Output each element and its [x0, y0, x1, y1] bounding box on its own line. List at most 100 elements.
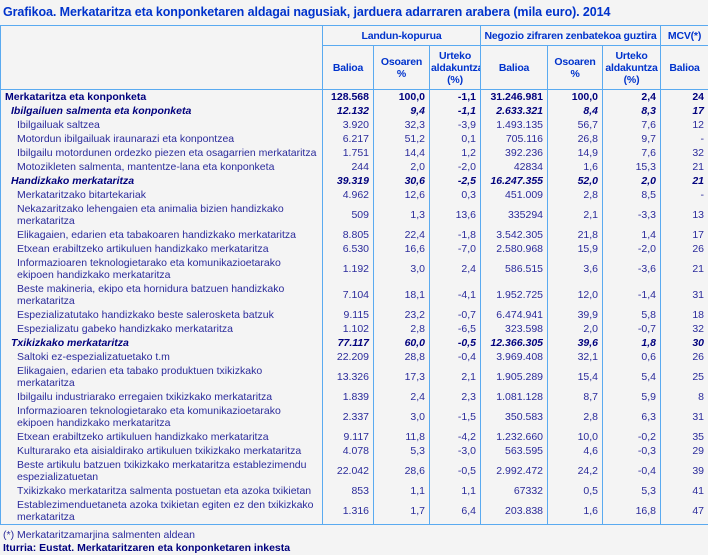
cell-value: 2,0 [374, 160, 430, 174]
cell-value: 52,0 [548, 174, 603, 188]
row-label: Nekazaritzako lehengaien eta animalia bi… [1, 202, 323, 228]
column-header-balioa-mcv: Balioa [661, 46, 708, 90]
cell-value: 5,3 [603, 484, 661, 498]
row-label: Informazioaren teknologietarako eta komu… [1, 256, 323, 282]
cell-value: 9,4 [374, 104, 430, 118]
cell-value: 41 [661, 484, 708, 498]
cell-value: 3,0 [374, 256, 430, 282]
cell-value: 2,8 [548, 188, 603, 202]
cell-value: 15,9 [548, 242, 603, 256]
header-group-row: Landun-kopurua Negozio zifraren zenbatek… [1, 26, 708, 46]
cell-value: -6,5 [430, 322, 481, 336]
cell-value: 2.337 [323, 404, 374, 430]
cell-value: 1,1 [374, 484, 430, 498]
cell-value: 29 [661, 444, 708, 458]
cell-value: 23,2 [374, 308, 430, 322]
cell-value: 2,4 [374, 390, 430, 404]
row-label: Merkataritza eta konponketa [1, 90, 323, 105]
cell-value: 17,3 [374, 364, 430, 390]
cell-value: -0,7 [603, 322, 661, 336]
cell-value: -1,5 [430, 404, 481, 430]
table-row: Ibilgailu motordunen ordezko piezen eta … [1, 146, 708, 160]
cell-value: 26 [661, 350, 708, 364]
cell-value: 32 [661, 322, 708, 336]
cell-value: 24,2 [548, 458, 603, 484]
cell-value: 451.009 [481, 188, 548, 202]
cell-value: 5,8 [603, 308, 661, 322]
table-row: Elikagaien, edarien eta tabako produktue… [1, 364, 708, 390]
cell-value: 563.595 [481, 444, 548, 458]
cell-value: -2,5 [430, 174, 481, 188]
row-label: Kulturarako eta aisialdirako artikuluen … [1, 444, 323, 458]
cell-value: 6,3 [603, 404, 661, 430]
cell-value: 16,6 [374, 242, 430, 256]
cell-value: 6.530 [323, 242, 374, 256]
table-row: Beste makineria, ekipo eta hornidura bat… [1, 282, 708, 308]
cell-value: 5,9 [603, 390, 661, 404]
cell-value: 14,4 [374, 146, 430, 160]
cell-value: -3,9 [430, 118, 481, 132]
statistics-table: Landun-kopurua Negozio zifraren zenbatek… [0, 25, 708, 525]
cell-value: 203.838 [481, 498, 548, 525]
cell-value: 9.115 [323, 308, 374, 322]
cell-value: 1,3 [374, 202, 430, 228]
cell-value: 22.209 [323, 350, 374, 364]
cell-value: -4,2 [430, 430, 481, 444]
cell-value: 100,0 [374, 90, 430, 105]
cell-value: 2,0 [603, 174, 661, 188]
row-label: Beste makineria, ekipo eta hornidura bat… [1, 282, 323, 308]
cell-value: -0,2 [603, 430, 661, 444]
cell-value: 2,8 [374, 322, 430, 336]
row-label: Txikizkako merkataritza [1, 336, 323, 350]
row-label: Merkataritzako bitartekariak [1, 188, 323, 202]
cell-value: 16.247.355 [481, 174, 548, 188]
table-row: Informazioaren teknologietarako eta komu… [1, 404, 708, 430]
cell-value: 30,6 [374, 174, 430, 188]
cell-value: -3,3 [603, 202, 661, 228]
cell-value: 350.583 [481, 404, 548, 430]
cell-value: 1.952.725 [481, 282, 548, 308]
cell-value: 18,1 [374, 282, 430, 308]
cell-value: 32,3 [374, 118, 430, 132]
cell-value: 28,8 [374, 350, 430, 364]
cell-value: - [661, 188, 708, 202]
cell-value: -0,5 [430, 336, 481, 350]
group-header-negozio-zifra: Negozio zifraren zenbatekoa guztira [481, 26, 661, 46]
cell-value: -2,0 [430, 160, 481, 174]
table-row: Etxean erabiltzeko artikuluen handizkako… [1, 242, 708, 256]
cell-value: 21 [661, 174, 708, 188]
cell-value: 22.042 [323, 458, 374, 484]
cell-value: 8,3 [603, 104, 661, 118]
cell-value: 2.580.968 [481, 242, 548, 256]
cell-value: 47 [661, 498, 708, 525]
cell-value: 13,6 [430, 202, 481, 228]
table-row: Etxean erabiltzeko artikuluen handizkako… [1, 430, 708, 444]
cell-value: 0,6 [603, 350, 661, 364]
cell-value: 8.805 [323, 228, 374, 242]
cell-value: -0,4 [430, 350, 481, 364]
cell-value: 7.104 [323, 282, 374, 308]
cell-value: 1.493.135 [481, 118, 548, 132]
cell-value: 12.132 [323, 104, 374, 118]
cell-value: 3.969.408 [481, 350, 548, 364]
row-label: Informazioaren teknologietarako eta komu… [1, 404, 323, 430]
cell-value: 7,6 [603, 118, 661, 132]
cell-value: 77.117 [323, 336, 374, 350]
table-row: Kulturarako eta aisialdirako artikuluen … [1, 444, 708, 458]
group-header-mcv: MCV(*) [661, 26, 708, 46]
cell-value: 1,8 [603, 336, 661, 350]
table-row: Txikizkako merkataritza salmenta postuet… [1, 484, 708, 498]
row-label: Motordun ibilgailuak iraunarazi eta konp… [1, 132, 323, 146]
cell-value: -0,4 [603, 458, 661, 484]
cell-value: 12.366.305 [481, 336, 548, 350]
cell-value: 1.751 [323, 146, 374, 160]
row-label: Txikizkako merkataritza salmenta postuet… [1, 484, 323, 498]
cell-value: 335294 [481, 202, 548, 228]
cell-value: 2.633.321 [481, 104, 548, 118]
cell-value: 12,6 [374, 188, 430, 202]
row-label: Espezializatutako handizkako beste saler… [1, 308, 323, 322]
cell-value: -0,3 [603, 444, 661, 458]
